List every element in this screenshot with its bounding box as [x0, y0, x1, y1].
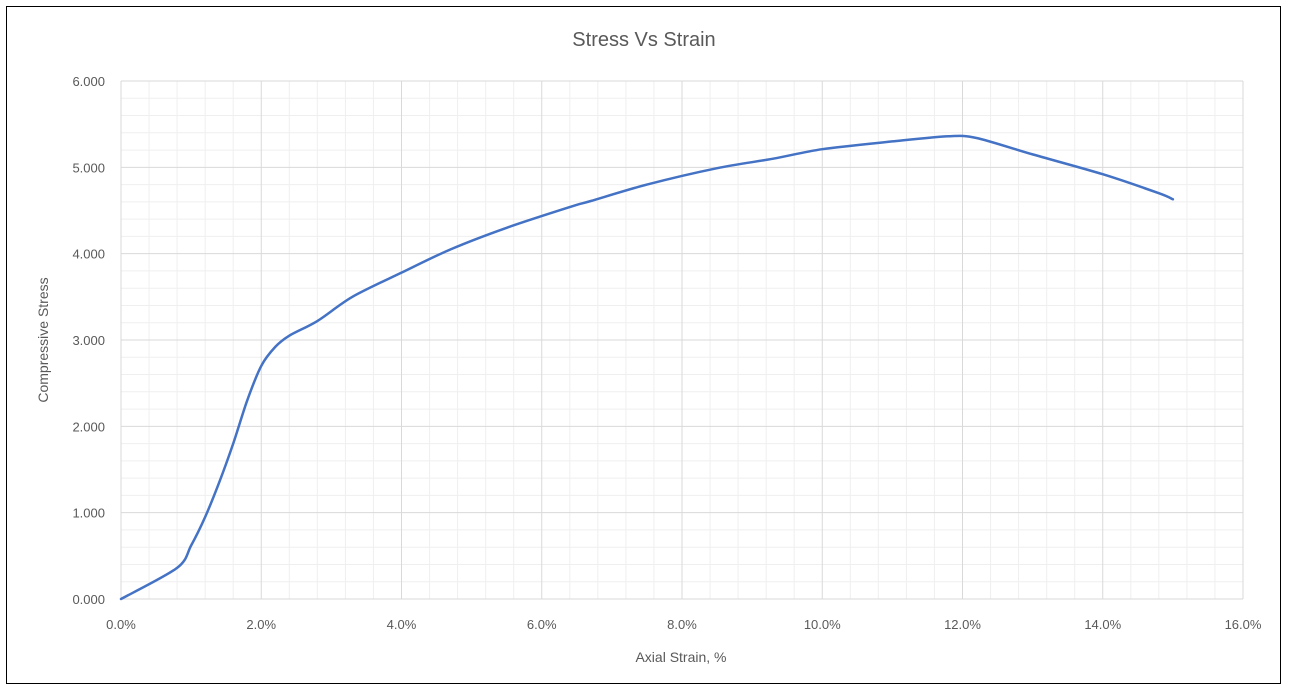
x-tick-label: 6.0%: [527, 617, 557, 632]
x-tick-label: 2.0%: [246, 617, 276, 632]
x-axis-ticks: 0.0% 2.0% 4.0% 6.0% 8.0% 10.0% 12.0% 14.0% 16.0%: [106, 617, 1262, 632]
y-axis-label: Compressive Stress: [35, 277, 51, 402]
series-group: [119, 134, 1175, 601]
x-tick-label: 14.0%: [1084, 617, 1121, 632]
y-axis-ticks: 0.000 1.000 2.000 3.000 4.000 5.000 6.000: [72, 74, 105, 607]
x-tick-label: 4.0%: [387, 617, 417, 632]
stress-strain-line: [119, 134, 1175, 601]
x-tick-label: 8.0%: [667, 617, 697, 632]
y-tick-label: 0.000: [72, 592, 105, 607]
y-tick-label: 3.000: [72, 333, 105, 348]
chart-frame: [6, 6, 1281, 684]
y-tick-label: 2.000: [72, 419, 105, 434]
x-tick-label: 0.0%: [106, 617, 136, 632]
y-tick-label: 5.000: [72, 160, 105, 175]
x-tick-label: 16.0%: [1225, 617, 1262, 632]
grid: [120, 80, 1244, 600]
chart-title: Stress Vs Strain: [572, 29, 715, 51]
y-tick-label: 1.000: [72, 506, 105, 521]
x-axis-label: Axial Strain, %: [635, 649, 726, 665]
x-tick-label: 12.0%: [944, 617, 981, 632]
y-tick-label: 4.000: [72, 247, 105, 262]
y-tick-label: 6.000: [72, 74, 105, 89]
x-tick-label: 10.0%: [804, 617, 841, 632]
